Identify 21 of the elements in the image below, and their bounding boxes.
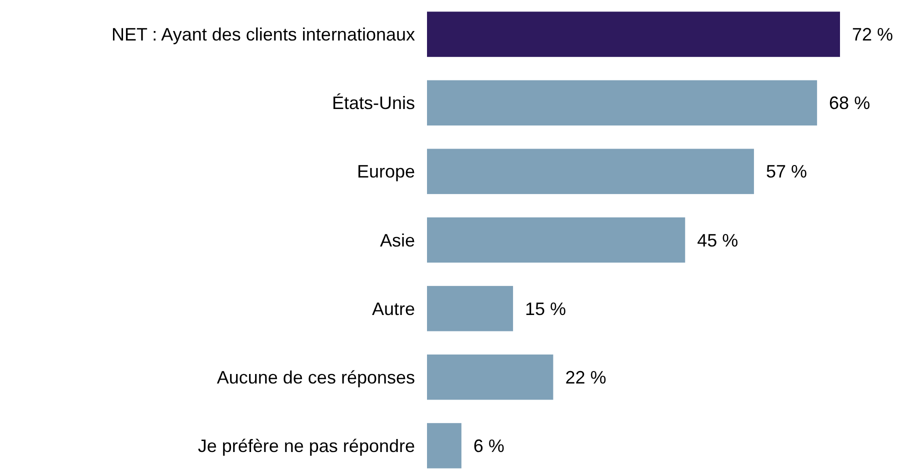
data-label: 68 %	[829, 93, 870, 114]
y-tick-label: NET : Ayant des clients internationaux	[111, 24, 415, 45]
data-label: 6 %	[473, 436, 504, 456]
bar	[427, 80, 818, 126]
bar	[427, 12, 840, 57]
bar	[427, 423, 462, 468]
data-label: 45 %	[697, 230, 738, 250]
y-tick-label: États-Unis	[332, 93, 415, 114]
bar	[427, 354, 554, 400]
y-tick-label: Autre	[372, 298, 415, 319]
bar	[427, 217, 686, 263]
bar	[427, 148, 754, 194]
y-tick-label: Aucune de ces réponses	[216, 367, 415, 388]
y-tick-label: Je préfère ne pas répondre	[198, 436, 415, 456]
data-label: 22 %	[565, 367, 606, 388]
bar	[427, 286, 514, 332]
data-label: 57 %	[766, 162, 807, 182]
data-label: 72 %	[852, 24, 894, 45]
y-tick-label: Europe	[356, 162, 415, 182]
data-label: 15 %	[525, 298, 566, 319]
y-tick-label: Asie	[380, 230, 415, 250]
